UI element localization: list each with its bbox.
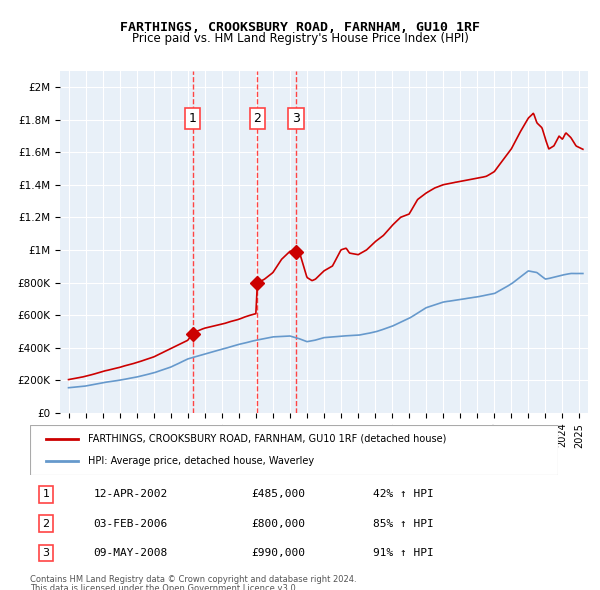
Text: 09-MAY-2008: 09-MAY-2008 [94,548,167,558]
Text: 1: 1 [43,489,49,499]
Text: 2: 2 [253,112,262,125]
Text: £800,000: £800,000 [252,519,306,529]
Text: Price paid vs. HM Land Registry's House Price Index (HPI): Price paid vs. HM Land Registry's House … [131,32,469,45]
Text: 2: 2 [42,519,49,529]
Text: 91% ↑ HPI: 91% ↑ HPI [373,548,434,558]
Text: 03-FEB-2006: 03-FEB-2006 [94,519,167,529]
Text: 12-APR-2002: 12-APR-2002 [94,489,167,499]
Text: 42% ↑ HPI: 42% ↑ HPI [373,489,434,499]
Text: FARTHINGS, CROOKSBURY ROAD, FARNHAM, GU10 1RF (detached house): FARTHINGS, CROOKSBURY ROAD, FARNHAM, GU1… [88,434,446,444]
Text: 3: 3 [292,112,300,125]
Text: HPI: Average price, detached house, Waverley: HPI: Average price, detached house, Wave… [88,456,314,466]
Text: £990,000: £990,000 [252,548,306,558]
Text: 1: 1 [188,112,196,125]
Text: 85% ↑ HPI: 85% ↑ HPI [373,519,434,529]
Text: 3: 3 [43,548,49,558]
Text: This data is licensed under the Open Government Licence v3.0.: This data is licensed under the Open Gov… [30,584,298,590]
Text: £485,000: £485,000 [252,489,306,499]
Text: FARTHINGS, CROOKSBURY ROAD, FARNHAM, GU10 1RF: FARTHINGS, CROOKSBURY ROAD, FARNHAM, GU1… [120,21,480,34]
FancyBboxPatch shape [30,425,558,475]
Text: Contains HM Land Registry data © Crown copyright and database right 2024.: Contains HM Land Registry data © Crown c… [30,575,356,584]
